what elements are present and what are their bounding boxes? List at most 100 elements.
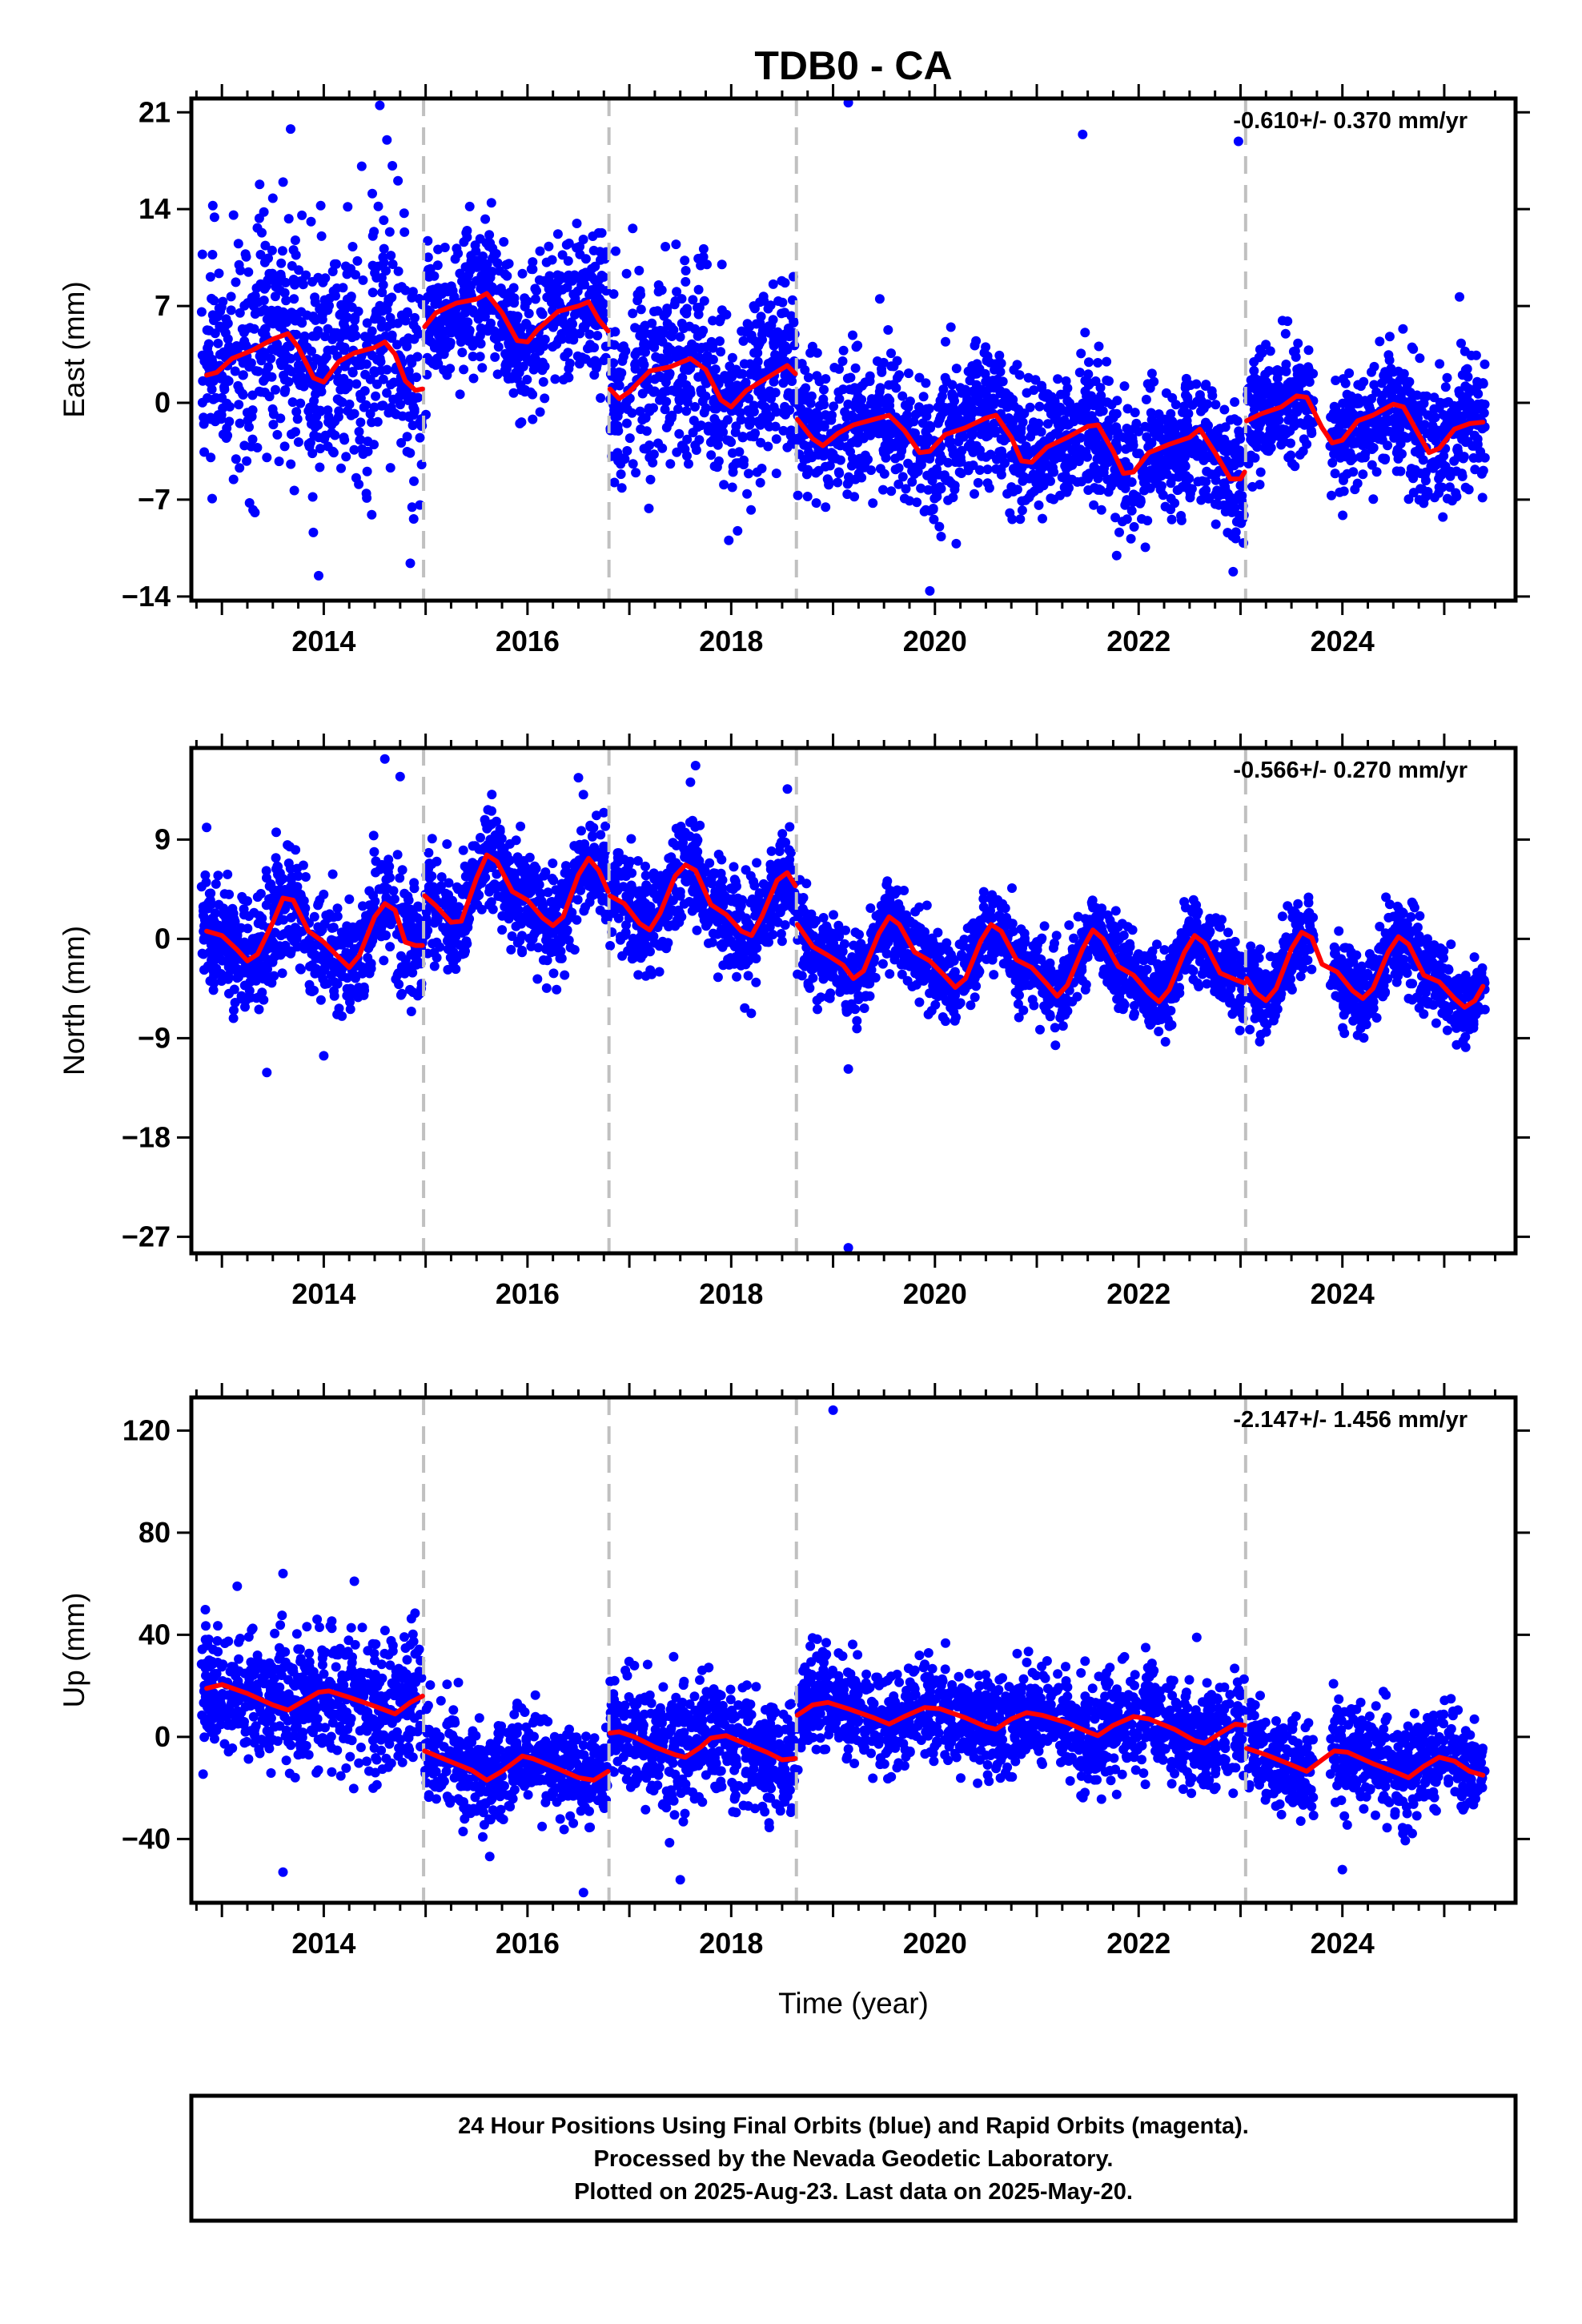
data-point xyxy=(382,364,392,375)
data-point xyxy=(548,968,559,979)
data-point xyxy=(750,336,761,346)
data-point xyxy=(1250,384,1260,394)
data-point xyxy=(585,340,596,350)
data-point xyxy=(563,255,573,266)
data-point xyxy=(1327,490,1336,501)
data-point xyxy=(263,362,274,372)
data-point xyxy=(208,985,219,995)
data-point xyxy=(369,227,379,237)
data-point xyxy=(628,459,638,469)
data-point xyxy=(1327,457,1338,468)
data-point xyxy=(395,873,405,883)
model-fit-line xyxy=(422,291,611,344)
data-point xyxy=(584,329,595,340)
data-point xyxy=(243,923,253,934)
data-point xyxy=(478,251,488,261)
data-point xyxy=(742,319,753,329)
data-point xyxy=(934,521,945,532)
data-point xyxy=(709,423,720,433)
data-point xyxy=(1061,376,1071,386)
data-point xyxy=(634,265,644,275)
data-point xyxy=(1395,438,1406,448)
data-point xyxy=(1330,468,1340,479)
data-point xyxy=(307,492,318,502)
data-point xyxy=(770,388,781,398)
data-point xyxy=(1030,426,1041,436)
data-point xyxy=(196,307,207,317)
data-point xyxy=(843,399,853,409)
data-point xyxy=(267,268,278,279)
data-point xyxy=(1363,400,1374,411)
data-point xyxy=(234,259,244,270)
data-point xyxy=(1386,381,1396,392)
data-point xyxy=(1089,500,1099,510)
data-point xyxy=(1434,454,1444,464)
data-point xyxy=(362,493,372,503)
data-point xyxy=(1211,499,1220,509)
data-point xyxy=(596,393,606,403)
data-point xyxy=(228,474,239,485)
data-point xyxy=(487,790,497,800)
data-point xyxy=(1276,440,1287,450)
data-point xyxy=(383,408,394,418)
data-point xyxy=(457,348,468,358)
outlier-point xyxy=(382,135,392,145)
data-point xyxy=(379,243,389,254)
data-point xyxy=(351,379,362,389)
data-point xyxy=(1460,346,1470,356)
data-point xyxy=(378,374,388,384)
data-point xyxy=(833,387,844,397)
data-point xyxy=(533,943,544,953)
data-point xyxy=(778,425,789,436)
x-tick-label: 2014 xyxy=(291,625,355,657)
data-point xyxy=(841,412,852,423)
data-point xyxy=(1080,328,1090,338)
data-point xyxy=(1479,408,1489,418)
data-point xyxy=(744,393,754,404)
data-point xyxy=(501,358,512,368)
data-point xyxy=(315,462,325,472)
data-point xyxy=(384,227,395,237)
data-point xyxy=(1214,491,1224,501)
data-point xyxy=(982,464,993,475)
data-point xyxy=(260,960,271,971)
data-point xyxy=(385,312,396,323)
chart-title: TDB0 - CA xyxy=(754,43,952,88)
data-point xyxy=(288,245,299,255)
data-point xyxy=(1458,453,1468,464)
data-point xyxy=(967,386,978,396)
data-point xyxy=(387,161,398,171)
data-point xyxy=(645,474,656,485)
data-point xyxy=(441,343,452,353)
data-point xyxy=(621,268,632,279)
data-point xyxy=(1151,431,1162,441)
data-point xyxy=(1126,477,1137,487)
data-point xyxy=(588,245,599,255)
data-point xyxy=(1271,424,1281,435)
data-point xyxy=(943,495,954,505)
data-point xyxy=(252,963,263,972)
data-point xyxy=(749,348,760,358)
data-point xyxy=(1340,378,1351,388)
data-point xyxy=(458,845,468,855)
data-point xyxy=(1247,481,1258,492)
data-point xyxy=(280,277,291,287)
data-point xyxy=(699,408,709,418)
data-point xyxy=(805,348,816,358)
data-point xyxy=(1376,396,1387,405)
data-point xyxy=(517,268,528,279)
data-point xyxy=(239,904,249,915)
data-point xyxy=(728,467,738,477)
data-point xyxy=(1037,380,1047,391)
data-point xyxy=(1435,359,1445,369)
data-point xyxy=(845,384,855,395)
data-point xyxy=(344,894,355,904)
data-point xyxy=(271,339,282,349)
data-point xyxy=(516,417,527,428)
data-point xyxy=(594,298,604,308)
data-point xyxy=(334,1003,344,1014)
data-point xyxy=(516,821,526,831)
data-point xyxy=(367,509,377,520)
data-point xyxy=(932,484,942,493)
